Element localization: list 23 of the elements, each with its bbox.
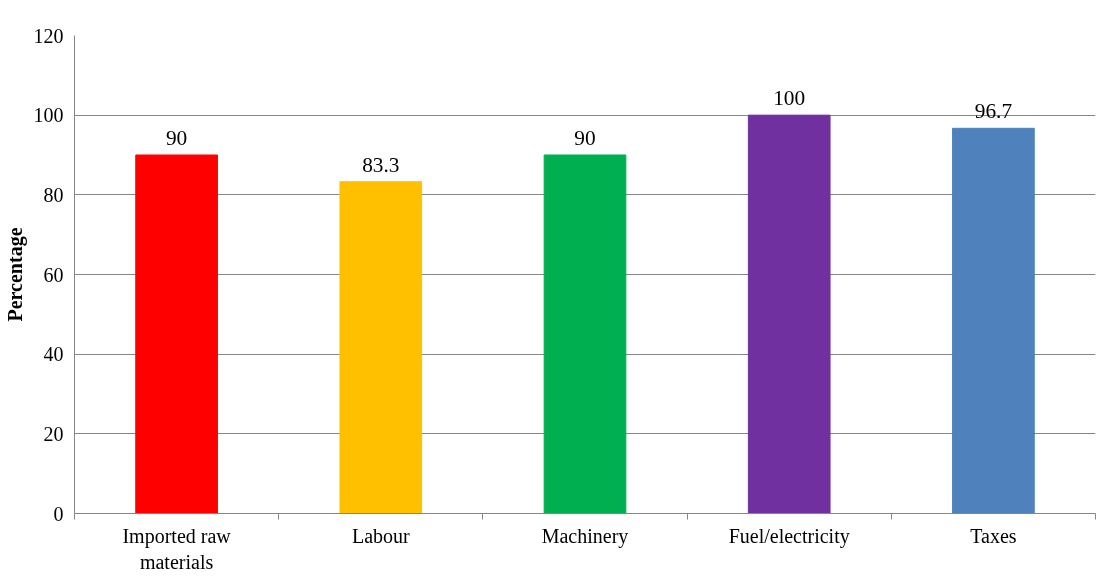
y-tick-label: 60 xyxy=(43,263,64,286)
bar xyxy=(135,154,218,514)
x-tick-label: Fuel/electricity xyxy=(728,524,850,548)
y-tick-label: 40 xyxy=(43,343,64,366)
x-tick-label: Machinery xyxy=(541,524,629,548)
y-axis-title: Percentage xyxy=(3,227,27,322)
x-tick-label: Labour xyxy=(351,524,411,547)
bar xyxy=(543,154,627,514)
x-tick-label: Taxes xyxy=(970,524,1017,547)
data-label: 83.3 xyxy=(362,152,400,177)
y-tick-label: 80 xyxy=(43,183,64,206)
x-tick-label: Imported raw materials xyxy=(122,524,232,573)
y-tick-label: 120 xyxy=(33,24,64,47)
bar xyxy=(339,181,423,514)
data-label: 90 xyxy=(574,126,596,150)
data-label: 96.7 xyxy=(974,99,1013,124)
bar xyxy=(952,127,1035,514)
y-tick-label: 20 xyxy=(43,422,64,445)
y-tick-label: 100 xyxy=(33,104,64,127)
data-label: 90 xyxy=(165,126,188,150)
data-label: 100 xyxy=(773,86,806,111)
y-tick-label: 0 xyxy=(53,502,64,525)
bar xyxy=(747,114,831,514)
